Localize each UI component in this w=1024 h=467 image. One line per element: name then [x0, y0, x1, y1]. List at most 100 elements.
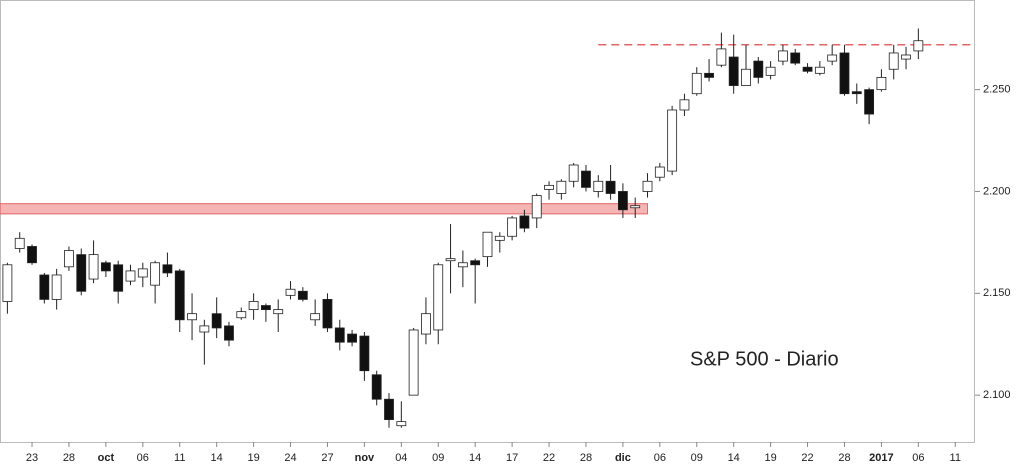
x-tick-label: 28: [63, 452, 75, 464]
x-tick-label: 09: [432, 452, 444, 464]
candle-body: [261, 305, 271, 311]
x-tick-label: oct: [98, 452, 115, 464]
y-tick-label: 2.150: [983, 287, 1011, 299]
candle-body: [753, 60, 764, 78]
candle-body: [741, 68, 751, 86]
x-tick-label: 19: [764, 452, 776, 464]
candle-body: [334, 327, 345, 343]
candle-body: [371, 374, 382, 400]
x-tick-label: 28: [580, 452, 592, 464]
candle-body: [27, 246, 37, 264]
candle-body: [593, 180, 604, 192]
candle-body: [864, 89, 874, 115]
candle-body: [913, 40, 924, 52]
candle-body: [248, 301, 259, 311]
candle-body: [802, 66, 813, 72]
x-tick-label: 24: [284, 452, 296, 464]
candle-body: [778, 50, 788, 62]
candle-body: [408, 329, 419, 396]
candle-body: [888, 52, 899, 70]
candle-body: [470, 260, 481, 266]
candle-body: [100, 262, 111, 272]
y-tick-label: 2.250: [983, 84, 1011, 96]
candle-body: [876, 77, 887, 91]
candle-body: [568, 164, 579, 182]
candle-body: [64, 250, 74, 268]
candle-body: [630, 205, 641, 209]
candle-body: [581, 170, 591, 188]
candle-body: [433, 264, 444, 331]
candle-body: [285, 288, 296, 296]
candle-body: [544, 184, 554, 190]
candle-body: [691, 72, 702, 95]
candle-body: [618, 191, 628, 211]
candle-body: [519, 215, 530, 229]
candle-body: [482, 231, 493, 258]
candle-body: [199, 325, 210, 333]
candle-body: [273, 309, 284, 315]
x-tick-label: 23: [26, 452, 38, 464]
y-tick-label: 2.100: [983, 389, 1011, 401]
x-tick-label: 28: [838, 452, 850, 464]
candle-body: [494, 235, 505, 241]
candle-body: [187, 313, 197, 321]
candle-body: [322, 299, 333, 329]
x-tick-label: 14: [728, 452, 740, 464]
candle-body: [457, 262, 468, 268]
x-tick-label: 06: [137, 452, 149, 464]
candle-body: [14, 237, 25, 249]
candle-body: [174, 270, 185, 321]
candle-body: [716, 48, 727, 66]
candle-body: [605, 180, 616, 194]
x-tick-label: 22: [801, 452, 813, 464]
x-tick-label: 04: [395, 452, 407, 464]
candle-body: [531, 195, 542, 219]
x-tick-label: 14: [469, 452, 481, 464]
candle-body: [76, 254, 87, 292]
candle-body: [654, 166, 665, 178]
candle-body: [150, 262, 161, 286]
plot-frame: [0, 0, 975, 443]
candle-body: [814, 66, 825, 74]
x-tick-label: 2017: [869, 452, 893, 464]
candle-body: [642, 180, 653, 192]
y-tick-label: 2.200: [983, 185, 1011, 197]
candle-body: [704, 72, 714, 78]
x-tick-label: 19: [247, 452, 259, 464]
candle-body: [51, 274, 62, 300]
candle-body: [765, 66, 776, 76]
candle-body: [679, 99, 690, 111]
candle-body: [901, 54, 911, 60]
candle-body: [125, 270, 136, 282]
candle-body: [113, 264, 124, 292]
chart-title: S&P 500 - Diario: [690, 348, 839, 370]
candle-body: [728, 56, 739, 86]
candle-body: [310, 313, 321, 321]
candle-body: [827, 54, 838, 62]
candle-body: [445, 258, 456, 262]
x-tick-label: 09: [691, 452, 703, 464]
candle-body: [162, 264, 173, 274]
candle-body: [297, 290, 308, 300]
x-tick-label: nov: [355, 452, 375, 464]
candle-body: [556, 180, 567, 194]
candle-body: [839, 52, 850, 95]
candle-body: [359, 335, 370, 372]
x-tick-label: dic: [615, 452, 631, 464]
candle-body: [39, 274, 50, 300]
support-band: [0, 203, 649, 215]
candle-body: [236, 311, 247, 319]
x-tick-label: 11: [950, 452, 961, 464]
candle-body: [790, 52, 801, 64]
candle-body: [667, 109, 678, 172]
candle-body: [507, 217, 518, 237]
x-tick-label: 06: [912, 452, 924, 464]
candle-body: [88, 254, 99, 280]
candle-body: [851, 91, 862, 95]
x-tick-label: 14: [211, 452, 223, 464]
candle-body: [137, 268, 148, 278]
candle-body: [421, 313, 431, 335]
candle-body: [2, 264, 13, 302]
candle-body: [347, 333, 357, 343]
